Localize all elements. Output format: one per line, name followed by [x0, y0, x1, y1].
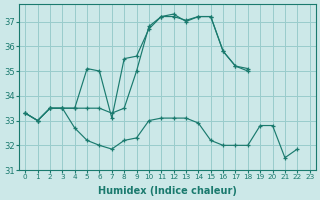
X-axis label: Humidex (Indice chaleur): Humidex (Indice chaleur): [98, 186, 237, 196]
